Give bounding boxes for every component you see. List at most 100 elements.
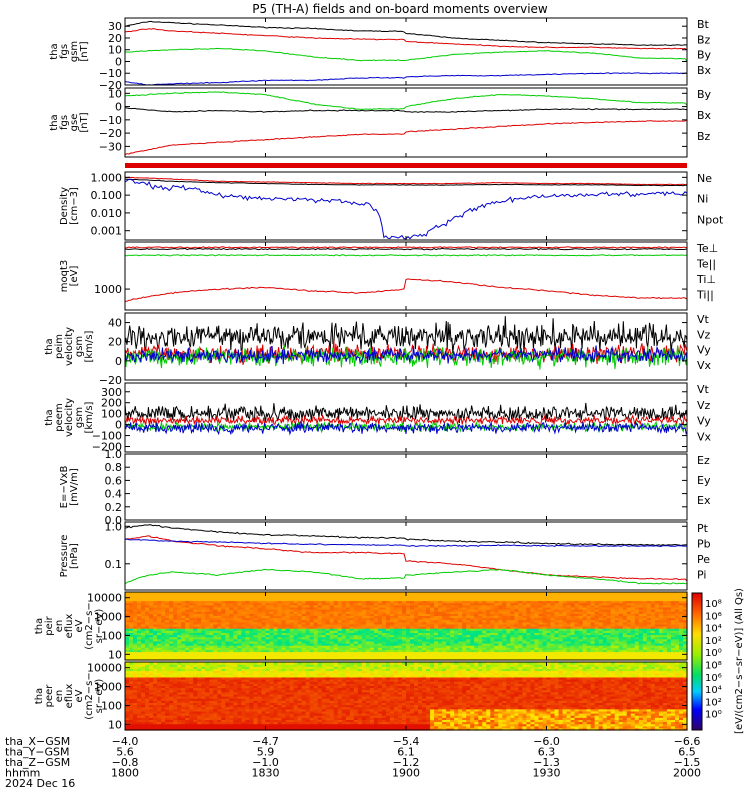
heatmap-cell — [341, 606, 347, 610]
heatmap-cell — [137, 640, 142, 644]
ylabel-text: peim — [54, 334, 65, 359]
heatmap-cell — [325, 640, 331, 644]
heatmap-cell — [309, 596, 315, 599]
heatmap-cell — [237, 623, 243, 627]
heatmap-cell — [357, 623, 363, 627]
heatmap-cell — [185, 653, 190, 657]
heatmap-cell — [177, 645, 182, 648]
heatmap-cell — [161, 606, 166, 610]
heatmap-cell — [213, 630, 218, 633]
heatmap-cell — [313, 596, 319, 599]
heatmap-cell — [137, 649, 142, 653]
heatmap-cell — [325, 649, 331, 653]
heatmap-cell — [161, 632, 166, 636]
heatmap-cell — [237, 657, 243, 661]
heatmap-cell — [333, 647, 339, 650]
heatmap-cell — [169, 640, 174, 644]
heatmap-cell — [273, 617, 279, 621]
heatmap-cell — [253, 647, 259, 650]
heatmap-cell — [241, 621, 247, 625]
heatmap-cell — [177, 643, 182, 646]
heatmap-cell — [221, 592, 226, 595]
heatmap-cell — [213, 649, 218, 653]
heatmap-cell — [301, 600, 307, 604]
heatmap-cell — [241, 653, 247, 657]
heatmap-cell — [145, 649, 150, 653]
heatmap-cell — [177, 611, 182, 614]
heatmap-cell — [213, 655, 218, 659]
heatmap-cell — [321, 636, 327, 640]
heatmap-cell — [297, 638, 303, 642]
heatmap-cell — [361, 655, 367, 659]
heatmap-cell — [213, 657, 218, 661]
heatmap-cell — [205, 653, 210, 657]
heatmap-cell — [189, 609, 194, 612]
heatmap-cell — [197, 626, 202, 629]
heatmap-cell — [209, 596, 214, 599]
heatmap-cell — [153, 598, 158, 602]
heatmap-cell — [205, 623, 210, 627]
heatmap-cell — [341, 636, 347, 640]
heatmap-cell — [165, 604, 170, 608]
heatmap-cell — [189, 613, 194, 616]
heatmap-cell — [209, 606, 214, 610]
heatmap-cell — [301, 621, 307, 625]
heatmap-cell — [205, 602, 210, 606]
heatmap-cell — [137, 602, 142, 606]
heatmap-cell — [293, 636, 299, 640]
heatmap-cell — [261, 621, 267, 625]
heatmap-cell — [229, 630, 234, 633]
heatmap-cell — [269, 655, 275, 659]
heatmap-cell — [341, 657, 347, 661]
heatmap-cell — [317, 615, 323, 619]
heatmap-cell — [321, 657, 327, 661]
heatmap-cell — [257, 636, 263, 640]
heatmap-cell — [337, 647, 343, 650]
heatmap-cell — [313, 619, 319, 623]
heatmap-cell — [209, 623, 214, 627]
heatmap-cell — [141, 638, 146, 642]
heatmap-cell — [297, 649, 303, 653]
heatmap-cell — [285, 623, 291, 627]
heatmap-cell — [141, 613, 146, 616]
heatmap-cell — [177, 596, 182, 599]
heatmap-cell — [205, 611, 210, 614]
heatmap-cell — [277, 611, 283, 614]
heatmap-cell — [149, 623, 154, 627]
heatmap-cell — [273, 609, 279, 612]
heatmap-cell — [333, 604, 339, 608]
heatmap-cell — [137, 638, 142, 642]
heatmap-cell — [173, 602, 178, 606]
heatmap-cell — [253, 596, 259, 599]
heatmap-cell — [197, 606, 202, 610]
heatmap-cell — [313, 611, 319, 614]
heatmap-cell — [153, 632, 158, 636]
heatmap-cell — [349, 594, 355, 597]
heatmap-cell — [169, 636, 174, 640]
heatmap-cell — [141, 634, 146, 638]
heatmap-cell — [133, 592, 138, 595]
heatmap-cell — [193, 596, 198, 599]
heatmap-cell — [213, 592, 218, 595]
heatmap-cell — [357, 604, 363, 608]
heatmap-cell — [221, 604, 226, 608]
heatmap-cell — [193, 636, 198, 640]
heatmap-cell — [353, 647, 359, 650]
heatmap-cell — [241, 628, 247, 631]
ytick-label: 0.0 — [105, 514, 123, 527]
heatmap-cell — [149, 592, 154, 595]
heatmap-cell — [361, 628, 367, 631]
heatmap-cell — [293, 623, 299, 627]
heatmap-cell — [213, 598, 218, 602]
heatmap-cell — [241, 596, 247, 599]
density-flag-bar — [125, 163, 687, 168]
heatmap-cell — [341, 634, 347, 638]
heatmap-cell — [233, 619, 238, 623]
heatmap-cell — [201, 655, 206, 659]
heatmap-cell — [265, 602, 271, 606]
legend-fgs_dsl-2: Bz — [697, 130, 711, 143]
heatmap-cell — [341, 645, 347, 648]
heatmap-cell — [353, 640, 359, 644]
heatmap-cell — [229, 596, 234, 599]
